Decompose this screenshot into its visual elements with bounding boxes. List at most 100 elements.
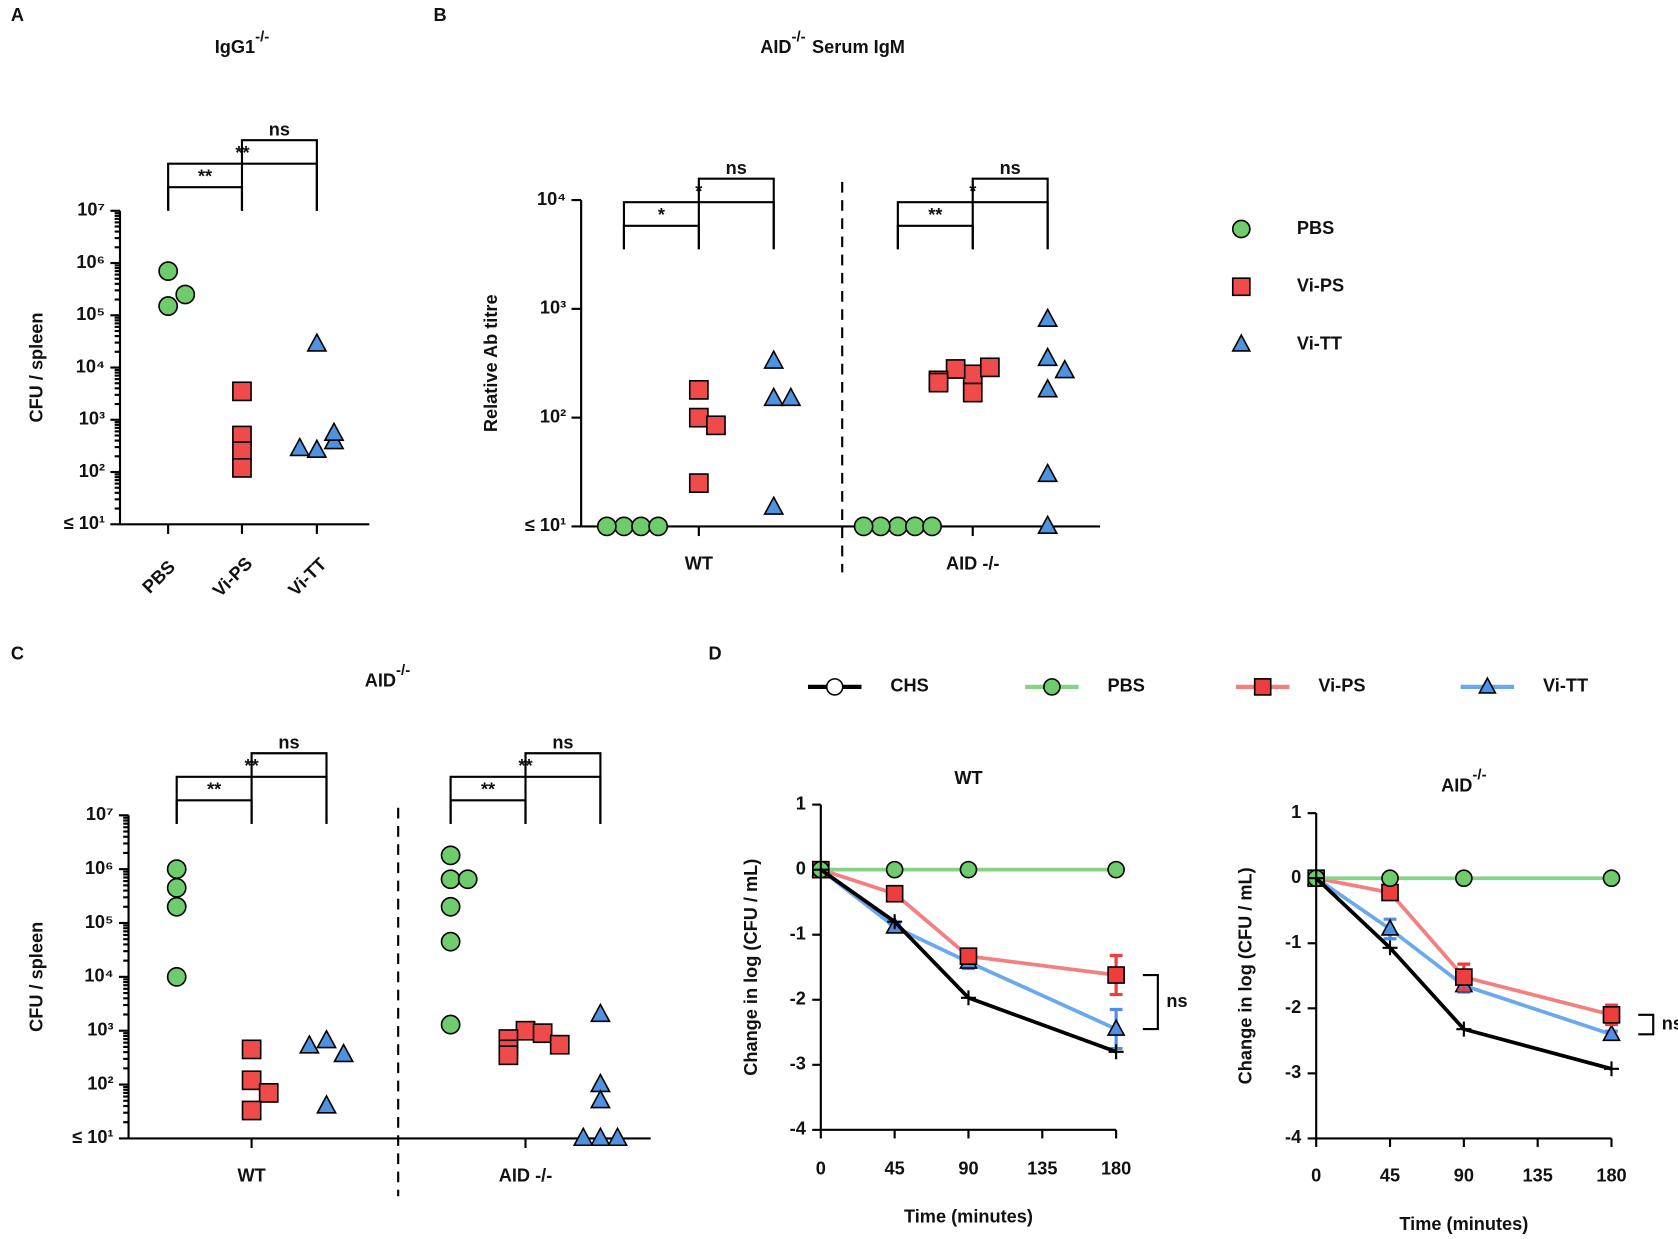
- point: [763, 386, 785, 407]
- y-tick-label: 10³: [79, 409, 105, 429]
- y-tick-label: 10²: [79, 461, 105, 481]
- y-tick-label: 0: [1291, 867, 1301, 887]
- bracket: [971, 177, 1049, 250]
- x-tick-label: 0: [1311, 1166, 1321, 1186]
- point: [1107, 860, 1125, 879]
- x-axis-label: Time (minutes): [904, 1206, 1033, 1226]
- point: [1382, 940, 1398, 956]
- point: [813, 862, 829, 878]
- bracket-label: *: [658, 205, 666, 225]
- bracket: [697, 177, 775, 250]
- point: [166, 896, 187, 917]
- point: [905, 516, 925, 537]
- y-tick-label: ≤ 10¹: [525, 515, 566, 535]
- point: [1604, 1061, 1619, 1077]
- legend-marker: [1231, 277, 1251, 297]
- y-tick-label: -3: [790, 1054, 806, 1074]
- point: [316, 1029, 337, 1049]
- x-tick-label: PBS: [138, 557, 179, 598]
- y-tick-label: -4: [1285, 1127, 1302, 1147]
- point: [241, 1100, 262, 1121]
- chart-title: IgG1-/-: [215, 28, 270, 57]
- point: [166, 877, 187, 898]
- point: [298, 1034, 320, 1054]
- y-tick-label: 1: [1291, 802, 1301, 822]
- title-sup: -/-: [1472, 767, 1486, 784]
- point: [1456, 1021, 1472, 1037]
- x-tick-label: 180: [1101, 1158, 1131, 1178]
- title-main: AID: [760, 37, 791, 57]
- legend-marker: [1231, 219, 1251, 239]
- y-axis-label: CFU / spleen: [26, 922, 46, 1032]
- point: [498, 1045, 519, 1066]
- point: [166, 859, 187, 880]
- point: [922, 516, 942, 537]
- title-sup: -/-: [396, 662, 410, 679]
- point: [1108, 1044, 1124, 1060]
- x-tick-label: 45: [1380, 1166, 1400, 1186]
- y-tick-label: 10²: [87, 1073, 113, 1093]
- x-tick-label: WT: [237, 1166, 265, 1186]
- point: [1380, 918, 1400, 936]
- x-tick-label: 90: [958, 1158, 978, 1178]
- point: [232, 441, 252, 462]
- bracket-label: **: [198, 166, 213, 186]
- point: [241, 1070, 262, 1091]
- point: [289, 436, 311, 457]
- point: [1381, 869, 1399, 888]
- point: [960, 990, 976, 1006]
- point: [589, 1089, 611, 1109]
- y-axis-label: Relative Ab titre: [481, 294, 501, 432]
- title-main: WT: [954, 768, 982, 788]
- y-tick-label: -2: [790, 989, 806, 1009]
- title-main: AID: [365, 670, 396, 690]
- title-main: AID: [1441, 775, 1472, 795]
- point: [1602, 1005, 1621, 1024]
- point: [232, 381, 252, 402]
- x-tick-label: 135: [1523, 1166, 1553, 1186]
- y-tick-label: 10⁴: [537, 189, 566, 209]
- line: [820, 867, 1117, 977]
- point: [457, 869, 478, 890]
- x-tick-label: AID -/-: [499, 1166, 553, 1186]
- y-tick-label: 10⁴: [76, 356, 105, 376]
- title-main: IgG1: [215, 37, 255, 57]
- point: [515, 1020, 536, 1041]
- point: [870, 516, 891, 537]
- y-tick-label: 10²: [540, 406, 566, 426]
- point: [928, 372, 949, 393]
- point: [887, 516, 908, 537]
- point: [959, 947, 978, 966]
- point: [614, 516, 634, 537]
- bracket-label: ns: [269, 119, 290, 139]
- point: [885, 884, 904, 903]
- point: [323, 421, 345, 441]
- point: [440, 1014, 461, 1035]
- bracket: [240, 139, 318, 211]
- panel-label: C: [11, 644, 24, 664]
- legend-label: Vi-PS: [1318, 676, 1365, 696]
- point: [688, 473, 709, 494]
- point: [1455, 968, 1473, 986]
- bracket-label: **: [207, 779, 222, 799]
- y-tick-label: 10⁶: [85, 858, 114, 878]
- point: [1037, 307, 1059, 328]
- point: [158, 261, 179, 282]
- panel-label: D: [708, 644, 721, 664]
- panel-label: A: [11, 5, 24, 25]
- y-tick-label: 10⁷: [77, 200, 105, 220]
- x-axis-label: Time (minutes): [1399, 1214, 1528, 1234]
- point: [589, 1002, 611, 1023]
- point: [945, 359, 966, 379]
- point: [440, 896, 461, 917]
- bracket: [449, 799, 527, 824]
- y-tick-label: -4: [790, 1119, 807, 1139]
- y-tick-label: 10³: [87, 1020, 113, 1040]
- legend-marker: [1231, 333, 1252, 352]
- bracket-label: ns: [1662, 1013, 1678, 1033]
- bracket: [1142, 973, 1159, 1031]
- point: [885, 860, 904, 879]
- title-sup: -/-: [791, 28, 805, 45]
- point: [648, 516, 669, 537]
